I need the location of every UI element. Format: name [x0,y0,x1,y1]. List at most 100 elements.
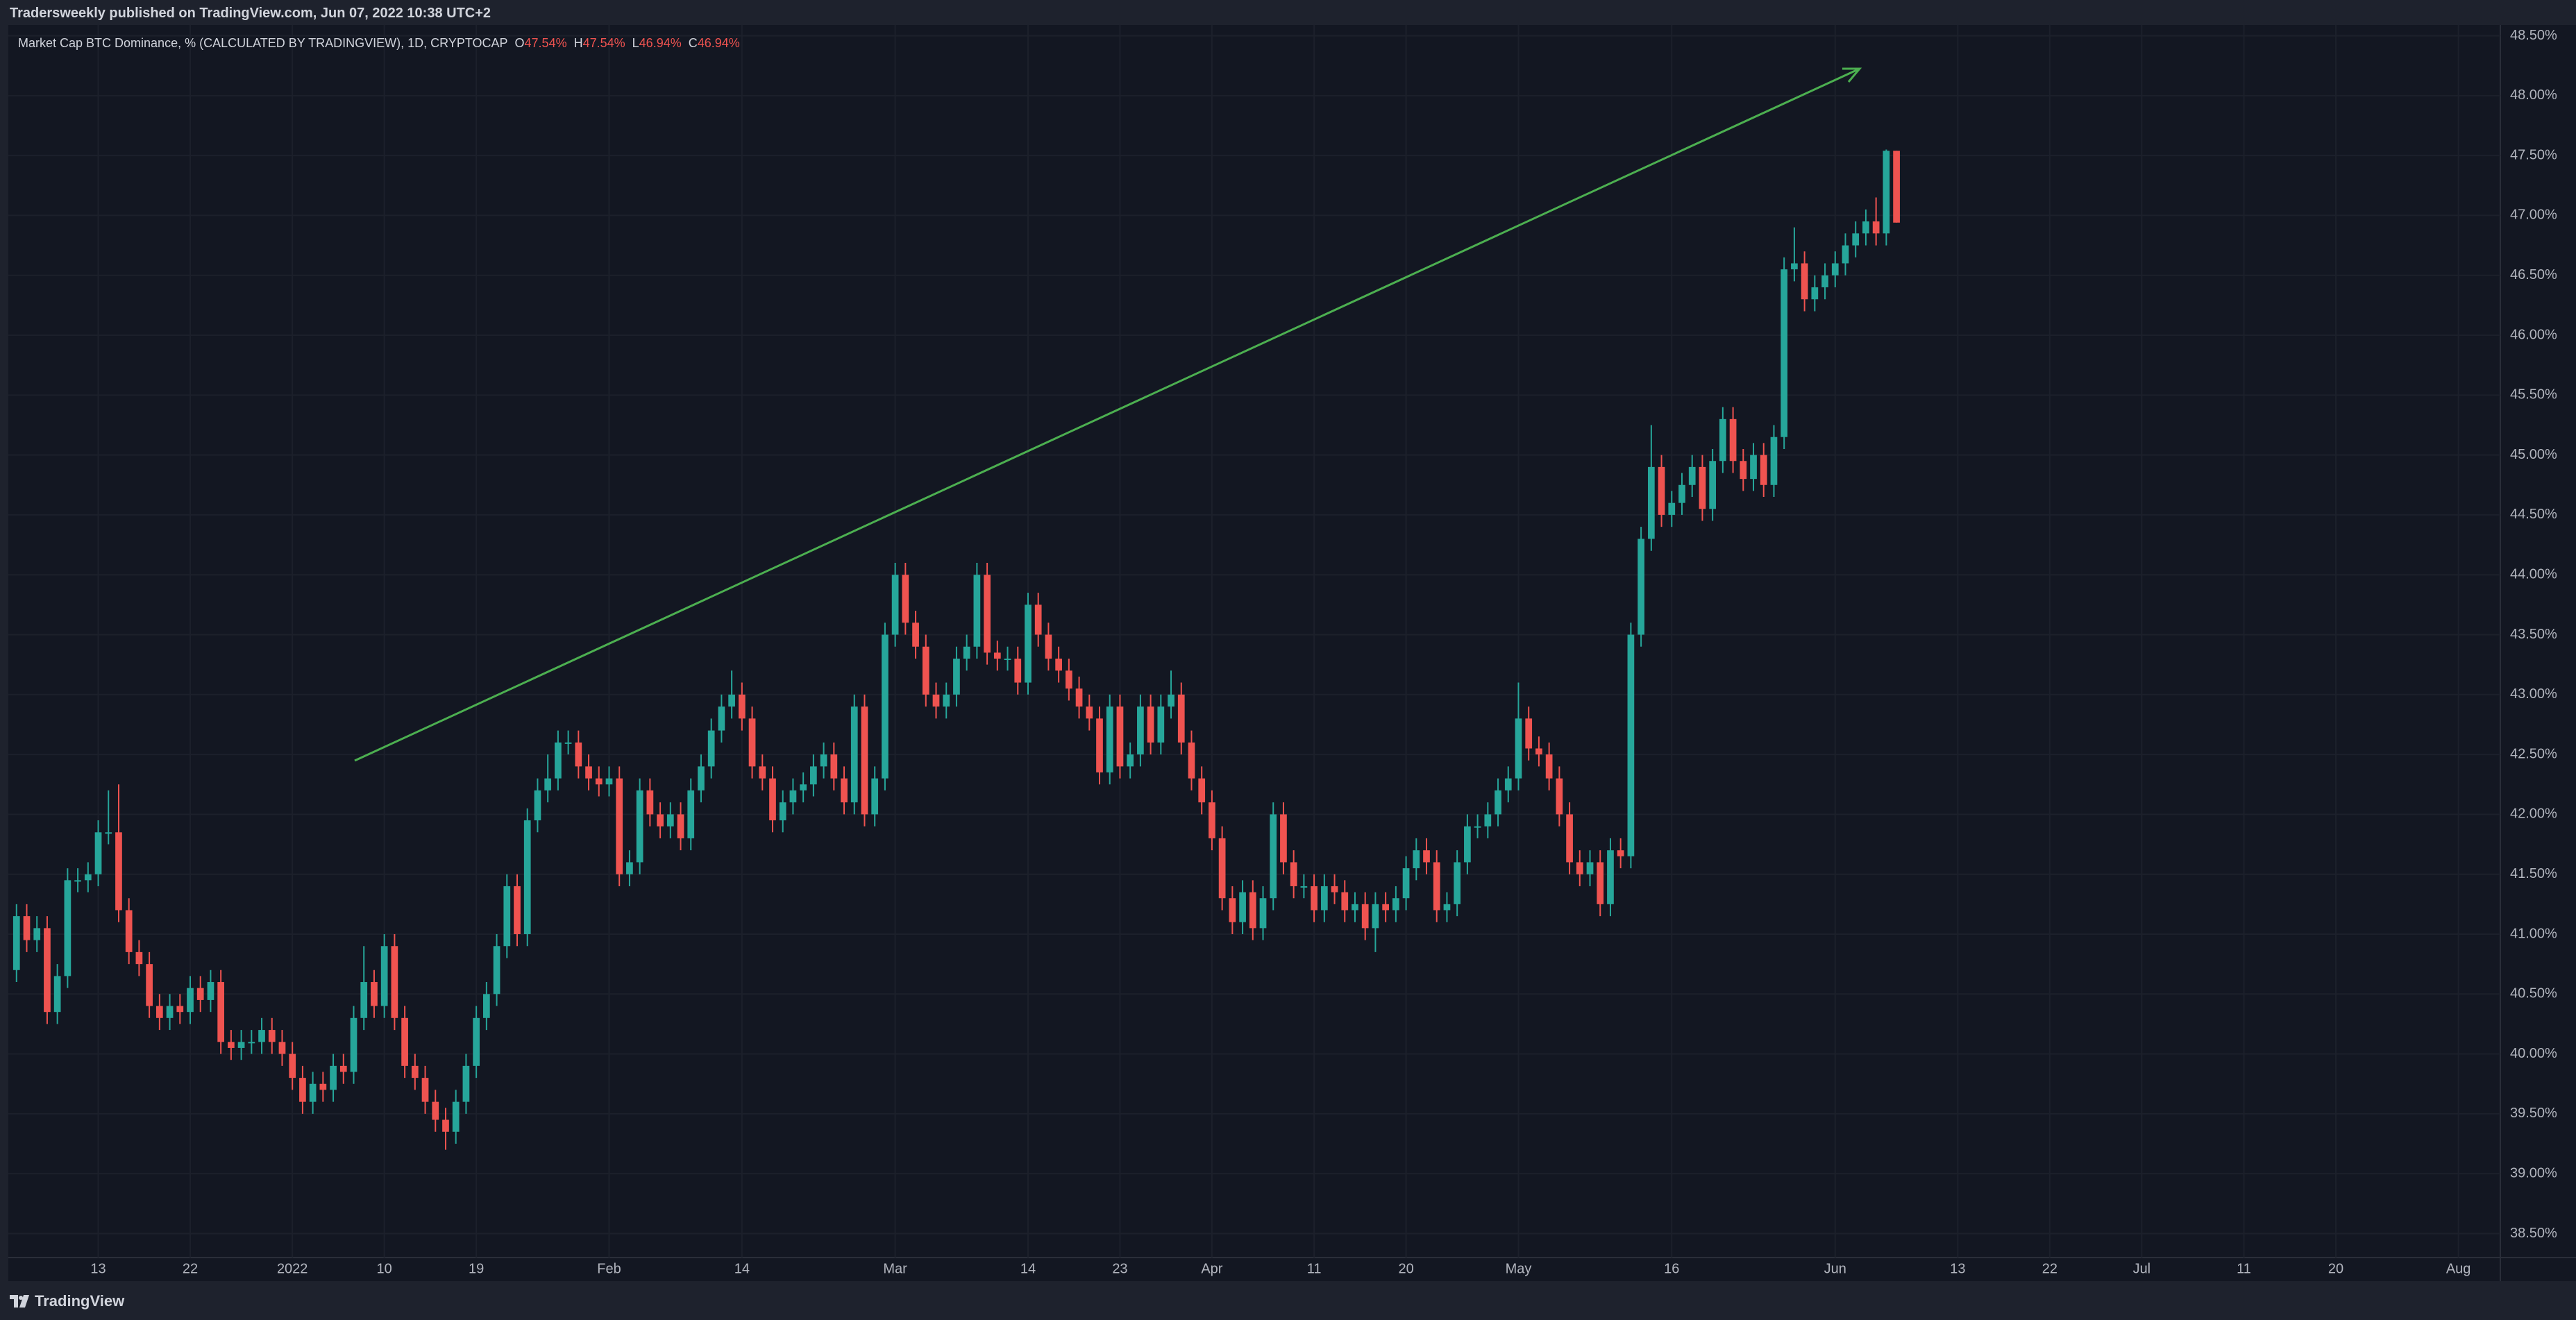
candle-body [769,778,776,821]
candle-body [1423,850,1430,863]
candle-body [217,982,225,1042]
candle-body [1075,688,1083,707]
x-tick-label: 2022 [277,1261,308,1276]
candle-body [1545,754,1553,779]
candle-body [1474,826,1481,828]
candle-body [1402,868,1410,899]
arrow-head [1842,67,1862,83]
candle-body [339,1065,347,1072]
candle-body [1647,466,1655,539]
candle-body [1259,898,1267,929]
candle-body [605,778,613,785]
candle-body [698,766,705,790]
candle-body [595,778,603,785]
candle-body [984,575,991,653]
candle-body [309,1083,317,1102]
x-tick-label: May [1506,1261,1532,1276]
candle-body [1729,418,1737,462]
candle-body [421,1078,429,1102]
logo [10,1295,29,1308]
candle-body [1311,886,1318,911]
candle-body [1341,892,1349,911]
candle-body [299,1078,306,1102]
candle-body [74,880,81,882]
candle-body [1638,539,1644,635]
candle-body [1320,886,1328,911]
candle-body [1372,904,1379,929]
candle-body [1586,862,1594,874]
candle-body [564,742,572,744]
candle-body [993,652,1001,659]
candle-body [1270,814,1277,899]
candle-body [902,575,909,623]
candle-body [1556,778,1563,815]
candle-body [830,754,838,779]
candle-body [1852,233,1860,246]
candle-body [1617,850,1624,856]
legend-key: O [514,36,525,50]
candle-body [115,832,122,911]
trend-arrow [354,67,1862,762]
legend-value: 46.94% [697,36,740,50]
x-tick-label: Aug [2446,1261,2471,1276]
candle-body [1821,275,1828,287]
candle-body [748,718,756,767]
x-tick-label: 20 [1398,1261,1413,1276]
candle-body [1842,245,1849,264]
candle-body [1137,706,1144,755]
y-tick-label: 45.00% [2510,447,2557,462]
candle-body [228,1042,235,1048]
candle-body [1055,659,1062,671]
candle-body [575,742,582,767]
candle-body [1331,886,1338,892]
candle-body [1433,862,1440,911]
y-tick-label: 39.00% [2510,1165,2557,1181]
y-tick-label: 42.00% [2510,806,2557,822]
candle-body [1157,706,1165,743]
candle-body [871,778,879,815]
candle-body [207,982,214,1000]
candle-body [1515,718,1522,779]
candles [12,149,1900,1150]
legend-key: L [632,36,639,50]
candle-body [1239,892,1246,922]
candle-body [616,778,623,874]
x-tick-label: 11 [1307,1261,1322,1276]
candle-body [473,1017,480,1066]
x-tick-label: 10 [377,1261,392,1276]
candle-body [23,916,31,940]
candle-body [1249,892,1256,929]
candle-body [514,886,521,934]
candle-body [677,814,684,838]
candle-body [1566,814,1573,863]
candle-body [64,880,71,976]
candle-body [1627,634,1635,856]
candle-body [1740,461,1747,480]
candle-body [882,634,889,779]
candle-body [125,910,133,952]
candle-body [891,575,899,635]
candle-body [1218,838,1226,899]
candle-body [1576,862,1583,874]
candle-body [411,1065,419,1078]
y-tick-label: 41.50% [2510,866,2557,881]
candle-body [1147,706,1154,743]
footer-brand: TradingView [35,1292,125,1310]
candle-body [1504,778,1512,790]
grid [8,25,2500,1258]
candle-body [636,790,643,863]
candle-body [493,946,500,995]
candle-body [442,1119,449,1132]
candle-body [350,1017,357,1072]
candle-body [1168,694,1175,707]
x-tick-label: 11 [2237,1261,2251,1276]
x-tick-label: 22 [2042,1261,2057,1276]
candle-body [1034,604,1042,635]
plot-background [8,25,2500,1258]
candle-body [1811,287,1819,300]
trend-line [354,67,1860,762]
candle-body [319,1083,327,1090]
y-tick-label: 46.50% [2510,267,2557,282]
footer: TradingView [10,1292,124,1310]
candle-body [380,946,388,1006]
